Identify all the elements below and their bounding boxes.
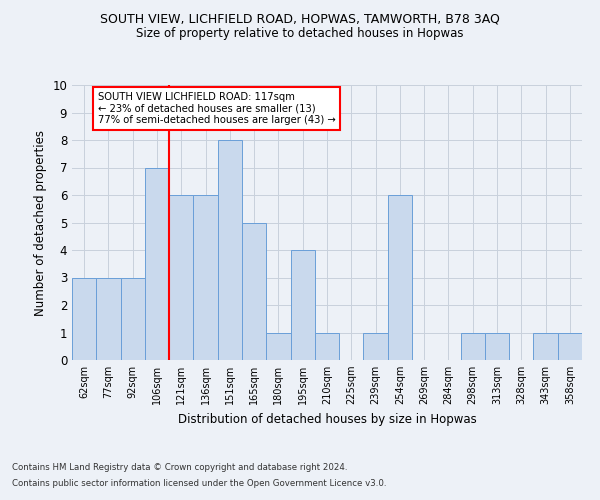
Text: Contains public sector information licensed under the Open Government Licence v3: Contains public sector information licen… [12, 478, 386, 488]
Text: SOUTH VIEW LICHFIELD ROAD: 117sqm
← 23% of detached houses are smaller (13)
77% : SOUTH VIEW LICHFIELD ROAD: 117sqm ← 23% … [97, 92, 335, 125]
Bar [388, 195, 412, 360]
Text: Contains HM Land Registry data © Crown copyright and database right 2024.: Contains HM Land Registry data © Crown c… [12, 464, 347, 472]
Text: Size of property relative to detached houses in Hopwas: Size of property relative to detached ho… [136, 28, 464, 40]
Bar [96, 278, 121, 360]
Bar [558, 332, 582, 360]
X-axis label: Distribution of detached houses by size in Hopwas: Distribution of detached houses by size … [178, 412, 476, 426]
Bar [533, 332, 558, 360]
Y-axis label: Number of detached properties: Number of detached properties [34, 130, 47, 316]
Bar [193, 195, 218, 360]
Bar [461, 332, 485, 360]
Bar [121, 278, 145, 360]
Bar [242, 222, 266, 360]
Bar [290, 250, 315, 360]
Bar [266, 332, 290, 360]
Bar [72, 278, 96, 360]
Bar [485, 332, 509, 360]
Bar [364, 332, 388, 360]
Text: SOUTH VIEW, LICHFIELD ROAD, HOPWAS, TAMWORTH, B78 3AQ: SOUTH VIEW, LICHFIELD ROAD, HOPWAS, TAMW… [100, 12, 500, 26]
Bar [169, 195, 193, 360]
Bar [145, 168, 169, 360]
Bar [315, 332, 339, 360]
Bar [218, 140, 242, 360]
